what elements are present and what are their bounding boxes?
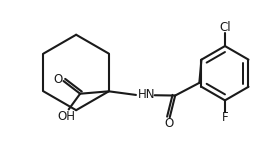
Text: F: F <box>222 111 228 124</box>
Text: OH: OH <box>58 110 76 123</box>
Text: O: O <box>164 117 173 130</box>
Text: HN: HN <box>138 88 156 101</box>
Text: Cl: Cl <box>219 21 231 34</box>
Text: O: O <box>54 73 63 86</box>
